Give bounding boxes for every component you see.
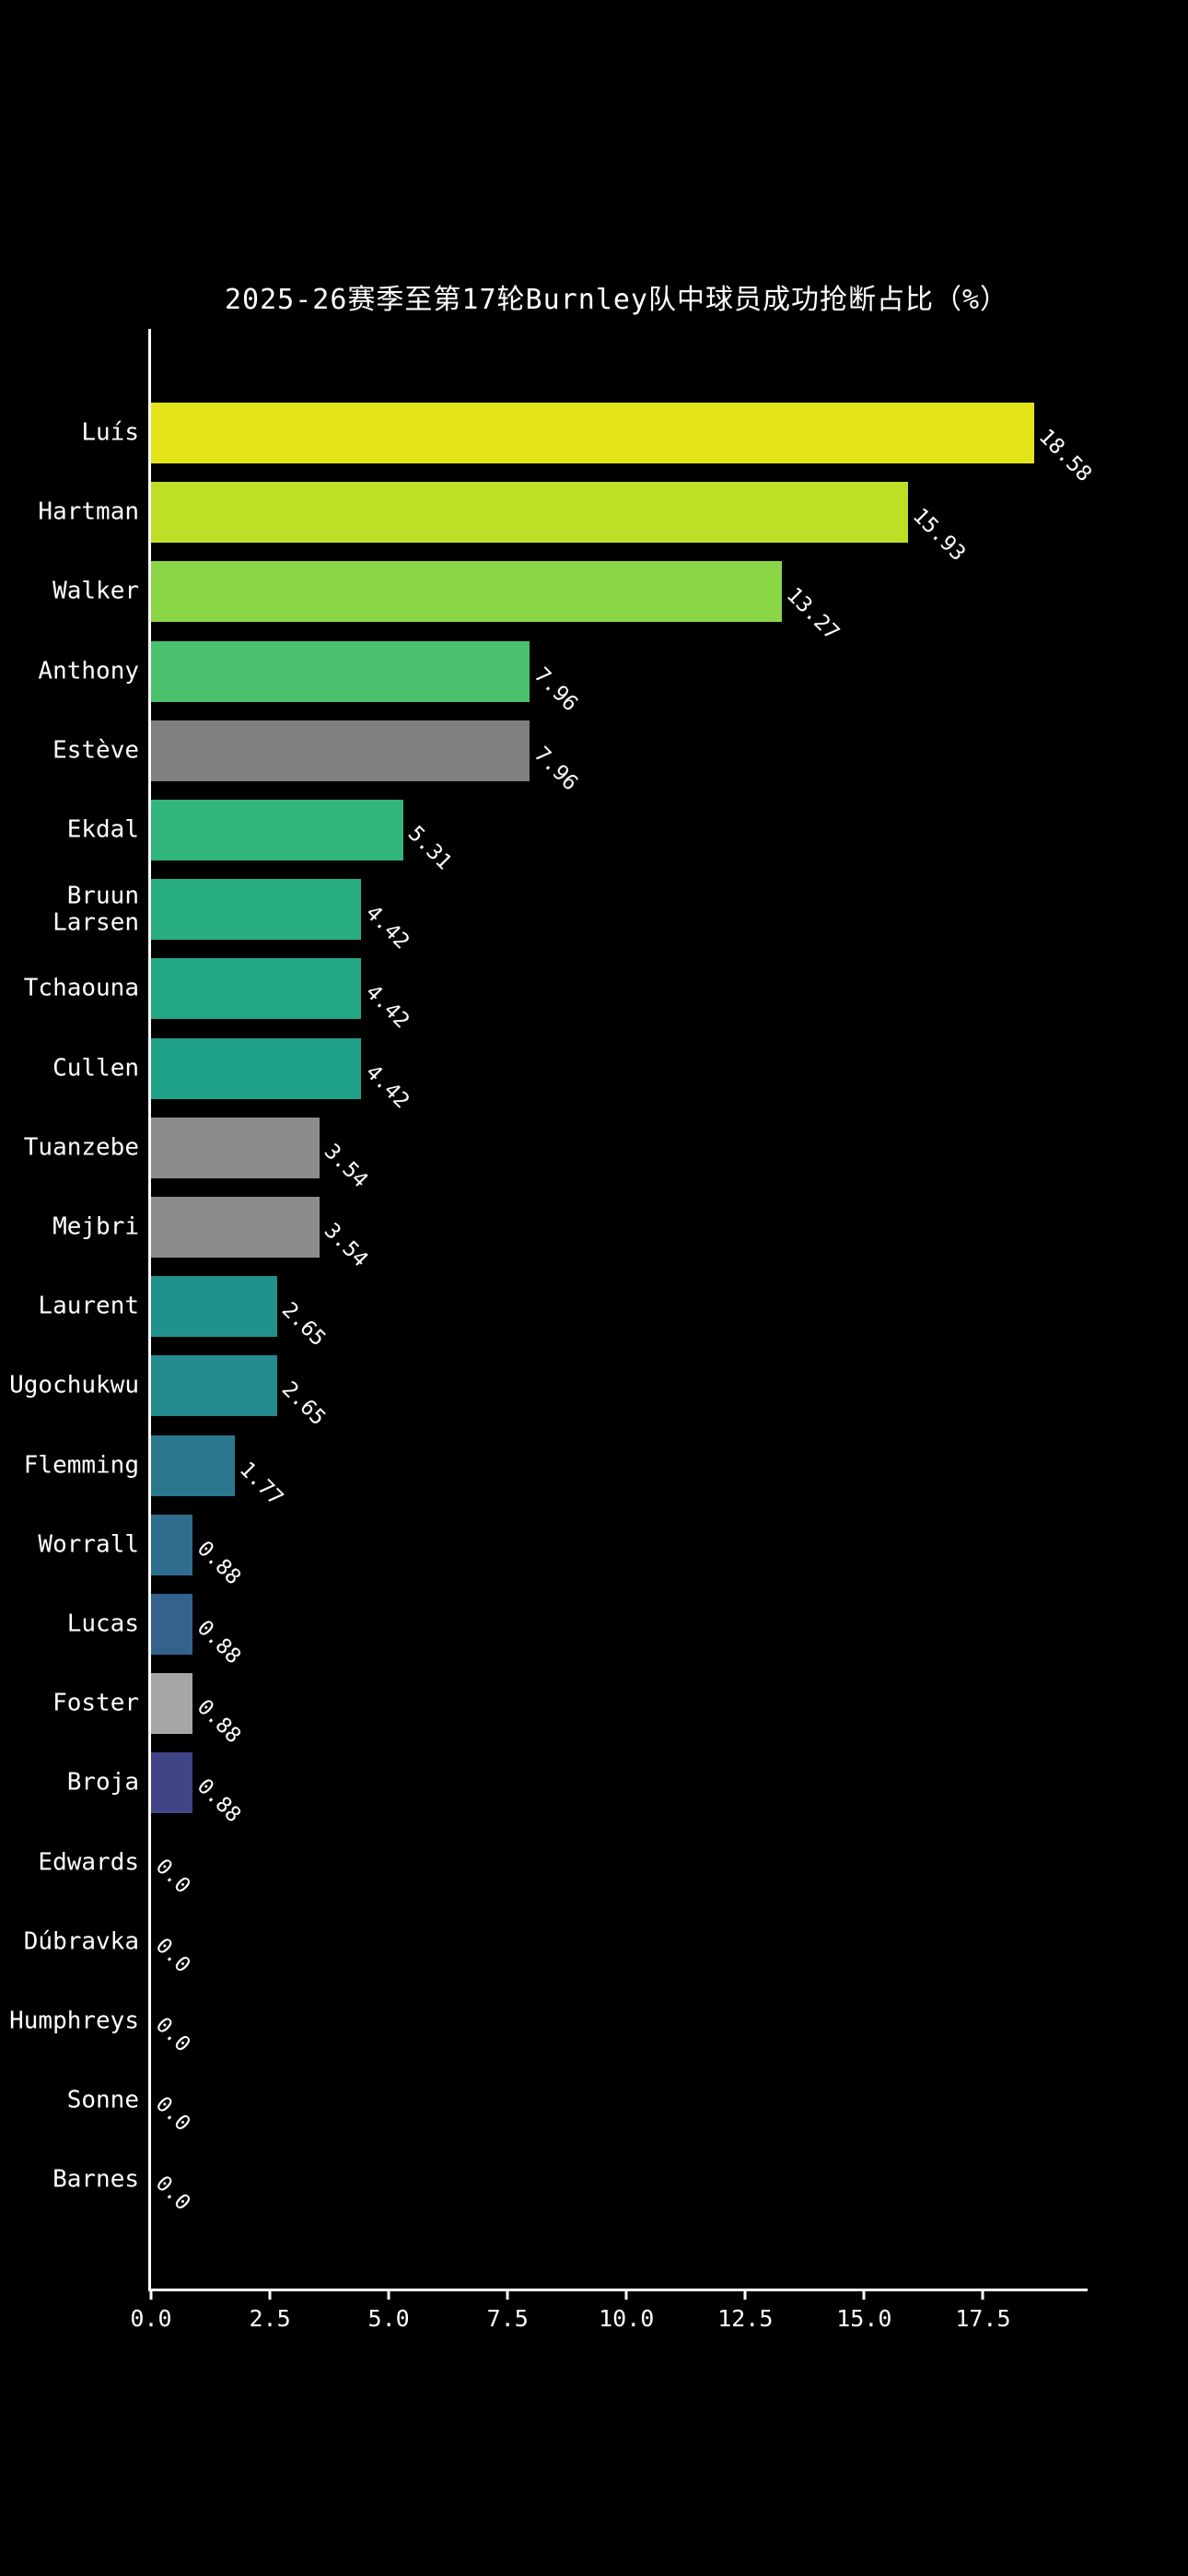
y-tick-label: Dúbravka xyxy=(23,1927,139,1956)
x-tick-label: 12.5 xyxy=(717,2305,774,2332)
value-label: 0.0 xyxy=(150,1854,195,1899)
bar xyxy=(151,879,362,941)
value-label: 0.88 xyxy=(192,1774,246,1828)
bar xyxy=(151,720,530,781)
bar xyxy=(151,1197,320,1258)
y-tick-label: Sonne xyxy=(66,2086,139,2114)
y-tick-label: Flemming xyxy=(23,1451,139,1480)
value-label: 18.58 xyxy=(1033,424,1097,487)
x-tick-label: 17.5 xyxy=(955,2305,1011,2332)
x-axis-tick xyxy=(268,2289,272,2300)
y-tick-label: Walker xyxy=(52,578,139,606)
y-tick-label: Bruun Larsen xyxy=(52,882,139,937)
bar xyxy=(151,482,909,544)
value-label: 0.0 xyxy=(150,2091,195,2137)
x-tick-label: 7.5 xyxy=(486,2305,529,2332)
y-tick-label: Anthony xyxy=(38,657,139,685)
value-label: 2.65 xyxy=(276,1297,331,1352)
y-tick-label: Mejbri xyxy=(52,1212,139,1241)
x-tick-label: 15.0 xyxy=(836,2305,892,2332)
y-tick-label: Estève xyxy=(52,736,139,765)
value-label: 0.88 xyxy=(192,1694,246,1749)
value-label: 3.54 xyxy=(319,1139,373,1193)
value-label: 0.0 xyxy=(150,1933,195,1978)
plot-area: Luís 18.58 Hartman 15.93 Walker 13.27 Anthony 7… xyxy=(9,329,1096,2332)
bar xyxy=(151,958,362,1020)
y-tick-label: Laurent xyxy=(38,1292,139,1320)
value-label: 0.0 xyxy=(150,2172,195,2216)
y-tick-label: Luís xyxy=(81,418,139,447)
x-tick-label: 2.5 xyxy=(249,2305,291,2332)
x-axis-tick xyxy=(506,2289,509,2300)
x-axis-tick xyxy=(387,2289,390,2300)
x-tick-label: 5.0 xyxy=(367,2305,410,2332)
bar xyxy=(151,1673,193,1735)
bar xyxy=(151,1037,362,1099)
x-tick-label: 0.0 xyxy=(130,2305,172,2332)
y-tick-label: Broja xyxy=(66,1769,139,1797)
value-label: 15.93 xyxy=(908,503,971,567)
value-label: 1.77 xyxy=(235,1457,288,1510)
value-label: 4.42 xyxy=(360,1060,414,1113)
x-tick-label: 10.0 xyxy=(599,2305,655,2332)
x-axis-tick xyxy=(149,2289,153,2300)
value-label: 13.27 xyxy=(781,583,844,646)
bar xyxy=(151,403,1035,463)
x-axis-tick xyxy=(624,2289,628,2300)
y-tick-label: Lucas xyxy=(66,1610,139,1638)
bar xyxy=(151,640,530,702)
bar xyxy=(151,1594,193,1655)
bar xyxy=(151,1434,236,1496)
value-label: 0.0 xyxy=(150,2012,195,2057)
y-tick-label: Hartman xyxy=(38,498,139,526)
x-axis-tick xyxy=(743,2289,747,2300)
bar xyxy=(151,1752,193,1814)
value-label: 4.42 xyxy=(360,900,414,954)
value-label: 7.96 xyxy=(529,742,583,796)
value-label: 2.65 xyxy=(276,1377,331,1431)
y-tick-label: Tuanzebe xyxy=(23,1133,139,1162)
chart-title: 2025-26赛季至第17轮Burnley队中球员成功抢断占比（%） xyxy=(224,284,1009,316)
y-tick-label: Barnes xyxy=(52,2166,139,2195)
y-tick-label: Foster xyxy=(52,1689,139,1717)
y-tick-label: Tchaouna xyxy=(23,975,139,1003)
bar xyxy=(151,561,783,623)
x-axis-tick xyxy=(981,2289,984,2300)
bar xyxy=(151,800,404,861)
bar xyxy=(151,1117,320,1178)
y-tick-label: Ugochukwu xyxy=(9,1372,139,1400)
value-label: 4.42 xyxy=(360,980,414,1034)
y-tick-label: Cullen xyxy=(52,1054,139,1083)
value-label: 7.96 xyxy=(529,662,583,716)
bar xyxy=(151,1276,277,1338)
y-tick-label: Humphreys xyxy=(9,2007,139,2035)
y-tick-label: Edwards xyxy=(38,1848,139,1877)
value-label: 0.88 xyxy=(192,1615,246,1669)
x-axis-tick xyxy=(862,2289,866,2300)
y-tick-label: Ekdal xyxy=(66,815,139,844)
bar xyxy=(151,1514,193,1575)
bar xyxy=(151,1355,277,1417)
value-label: 0.88 xyxy=(192,1536,246,1590)
y-tick-label: Worrall xyxy=(38,1530,139,1559)
value-label: 5.31 xyxy=(402,821,457,875)
value-label: 3.54 xyxy=(319,1218,373,1272)
